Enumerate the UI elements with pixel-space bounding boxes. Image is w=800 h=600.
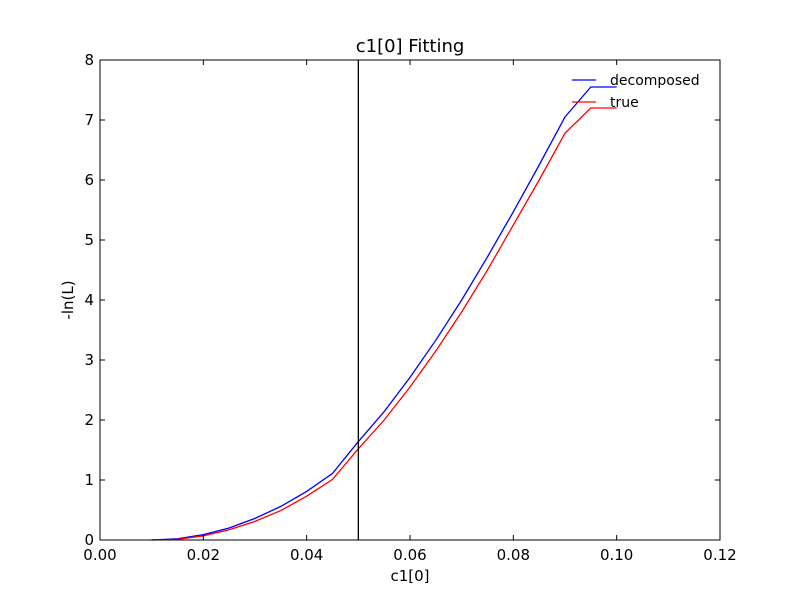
- y-tick-label: 4: [84, 291, 94, 309]
- x-tick-label: 0.06: [393, 546, 426, 564]
- series-line-decomposed: [151, 86, 617, 541]
- chart-title: c1[0] Fitting: [356, 36, 465, 57]
- x-tick-label: 0.02: [187, 546, 220, 564]
- x-tick-label: 0.04: [290, 546, 323, 564]
- y-tick-label: 5: [84, 231, 94, 249]
- y-axis-title: -ln(L): [59, 280, 77, 319]
- y-tick-label: 3: [84, 351, 94, 369]
- x-tick-label: 0.12: [703, 546, 736, 564]
- legend-label-decomposed: decomposed: [610, 73, 700, 89]
- x-tick-label: 0.10: [600, 546, 633, 564]
- y-tick-label: 7: [84, 111, 94, 129]
- x-tick-label: 0.08: [497, 546, 530, 564]
- y-tick-label: 2: [84, 411, 94, 429]
- plot-frame: [99, 59, 721, 541]
- y-tick-label: 8: [84, 51, 94, 69]
- y-tick-label: 0: [84, 531, 94, 549]
- legend-label-true: true: [610, 95, 639, 111]
- plot-area: 0.00 0.02 0.04 0.06 0.08 0.10 0.12 0 1 2 3 4 5 6 7 8 dec…: [83, 51, 736, 564]
- x-tick-label: 0.00: [83, 546, 116, 564]
- y-tick-label: 1: [84, 471, 94, 489]
- x-axis-title: c1[0]: [390, 567, 429, 585]
- y-tick-label: 6: [84, 171, 94, 189]
- series-line-true: [151, 107, 617, 541]
